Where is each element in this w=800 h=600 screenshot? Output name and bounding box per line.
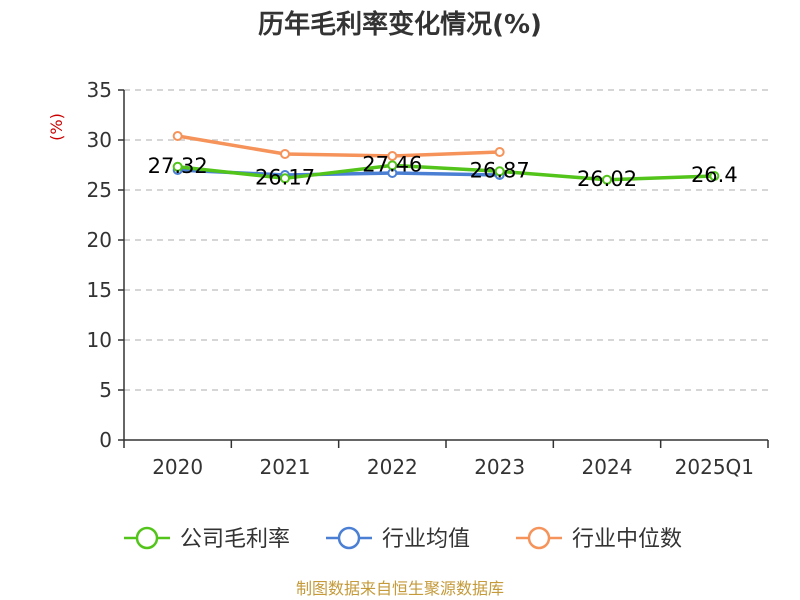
data-labels: 27.32 26.17 27.46 26.87 26.02 26.4 bbox=[148, 152, 738, 190]
data-label-4: 26.02 bbox=[577, 167, 637, 191]
series-2-point-1 bbox=[280, 149, 290, 159]
legend-item-2[interactable]: 行业中位数 bbox=[516, 526, 682, 552]
legend-label-0: 公司毛利率 bbox=[180, 527, 290, 552]
legend-marker-2 bbox=[527, 526, 551, 550]
series-2-point-0 bbox=[172, 131, 183, 141]
data-label-3: 26.87 bbox=[470, 158, 530, 182]
y-tick-label-10: 10 bbox=[87, 328, 112, 352]
y-tick-label-30: 30 bbox=[87, 128, 112, 152]
x-tick-label-2024: 2024 bbox=[582, 455, 633, 479]
y-tick-label-0: 0 bbox=[99, 428, 112, 452]
series-2-point-2 bbox=[387, 151, 398, 161]
legend-marker-0 bbox=[135, 526, 159, 550]
legend-label-1: 行业均值 bbox=[382, 527, 470, 552]
series-line-0 bbox=[175, 163, 717, 182]
series-layer bbox=[172, 131, 720, 185]
series-0-point-3 bbox=[494, 166, 505, 177]
series-0-point-1 bbox=[280, 173, 290, 184]
legend[interactable]: 公司毛利率 行业均值 行业中位数 bbox=[124, 526, 682, 552]
legend-label-2: 行业中位数 bbox=[572, 527, 682, 552]
y-tick-label-15: 15 bbox=[87, 278, 112, 302]
x-tick-label-2022: 2022 bbox=[367, 455, 418, 479]
y-tick-label-5: 5 bbox=[99, 378, 112, 402]
data-label-2: 27.46 bbox=[362, 152, 422, 176]
y-tick-label-35: 35 bbox=[87, 78, 112, 102]
x-tick-label-2025Q1: 2025Q1 bbox=[675, 455, 754, 479]
series-2-point-3 bbox=[494, 147, 505, 157]
grid-lines bbox=[124, 89, 768, 391]
series-0-point-2 bbox=[387, 160, 398, 171]
series-0-point-5 bbox=[709, 171, 720, 181]
legend-item-1[interactable]: 行业均值 bbox=[326, 526, 470, 552]
legend-marker-1 bbox=[337, 526, 361, 550]
y-axis-label: (%) bbox=[47, 113, 66, 141]
x-tick-label-2021: 2021 bbox=[260, 455, 311, 479]
x-tick-label-2023: 2023 bbox=[474, 455, 525, 479]
axes: 0 5 10 15 20 25 30 35 2020 2021 2022 2023 2024 2025Q1 bbox=[87, 78, 769, 479]
chart-title: 历年毛利率变化情况(%) bbox=[258, 9, 542, 40]
y-tick-label-20: 20 bbox=[87, 228, 112, 252]
y-tick-label-25: 25 bbox=[87, 178, 112, 202]
series-0-point-4 bbox=[602, 174, 612, 185]
data-label-1: 26.17 bbox=[255, 165, 315, 189]
source-note: 制图数据来自恒生聚源数据库 bbox=[296, 579, 504, 598]
data-label-0: 27.32 bbox=[148, 154, 208, 178]
series-line-2 bbox=[175, 134, 502, 158]
x-tick-label-2020: 2020 bbox=[152, 455, 203, 479]
data-label-5: 26.4 bbox=[691, 163, 738, 187]
legend-item-0[interactable]: 公司毛利率 bbox=[124, 526, 290, 552]
series-0-point-0 bbox=[172, 161, 183, 172]
